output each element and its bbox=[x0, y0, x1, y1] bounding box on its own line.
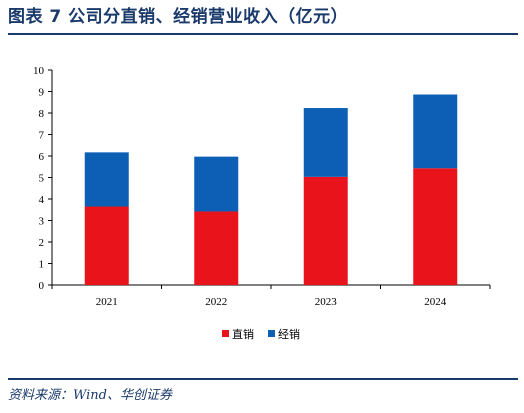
source-note: 资料来源：Wind、华创证券 bbox=[8, 388, 172, 403]
y-tick-label: 0 bbox=[39, 280, 45, 292]
x-tick-label: 2022 bbox=[205, 296, 227, 308]
y-tick-label: 4 bbox=[39, 194, 45, 206]
legend-label: 经销 bbox=[278, 327, 300, 341]
x-tick-label: 2023 bbox=[315, 296, 338, 308]
y-tick-label: 3 bbox=[39, 216, 45, 228]
legend: 直销 经销 bbox=[222, 327, 300, 341]
bar-direct-2021 bbox=[84, 206, 129, 285]
y-tick-label: 7 bbox=[39, 130, 45, 142]
legend-label: 直销 bbox=[232, 327, 254, 341]
title-rule bbox=[8, 33, 518, 35]
bar-distribution-2023 bbox=[303, 108, 348, 177]
y-tick-label: 1 bbox=[39, 259, 45, 271]
bar-distribution-2022 bbox=[194, 156, 239, 212]
bar-direct-2024 bbox=[413, 168, 458, 285]
y-tick-label: 10 bbox=[33, 65, 45, 77]
bar-distribution-2021 bbox=[84, 152, 129, 207]
bars bbox=[84, 94, 458, 285]
legend-swatch bbox=[268, 330, 275, 337]
y-tick-label: 5 bbox=[39, 173, 45, 185]
y-tick-label: 9 bbox=[39, 87, 45, 99]
y-tick-label: 8 bbox=[39, 108, 45, 120]
bar-direct-2023 bbox=[303, 176, 348, 285]
chart-title: 图表 7 公司分直销、经销营业收入（亿元） bbox=[8, 7, 349, 27]
source-rule bbox=[8, 378, 518, 380]
legend-swatch bbox=[222, 330, 229, 337]
y-tick-label: 2 bbox=[39, 237, 45, 249]
bar-direct-2022 bbox=[194, 211, 239, 285]
x-tick-label: 2024 bbox=[424, 296, 447, 308]
x-tick-labels: 2021 2022 2023 2024 bbox=[96, 296, 447, 308]
x-tick-label: 2021 bbox=[96, 296, 118, 308]
bar-distribution-2024 bbox=[413, 94, 458, 169]
y-ticks: 0 1 2 3 4 5 6 7 8 9 10 bbox=[33, 65, 52, 292]
y-tick-label: 6 bbox=[39, 151, 45, 163]
